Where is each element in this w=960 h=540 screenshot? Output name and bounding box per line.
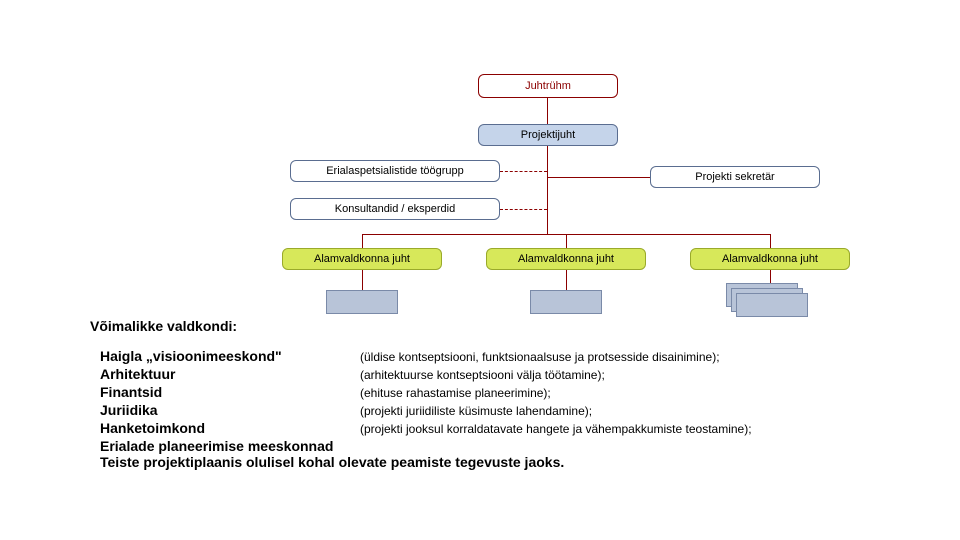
edge	[362, 270, 363, 290]
list-item: Hanketoimkond (projekti jooksul korralda…	[100, 420, 920, 436]
list-term: Hanketoimkond	[100, 420, 360, 436]
node-projekti-sekretar: Projekti sekretär	[650, 166, 820, 188]
child-box-stack	[736, 293, 808, 317]
node-juhtruhm: Juhtrühm	[478, 74, 618, 98]
edge	[566, 270, 567, 290]
edge	[548, 177, 650, 178]
edge	[547, 146, 548, 234]
list-desc: (projekti juriidiliste küsimuste lahenda…	[360, 404, 592, 418]
edge-dashed	[500, 209, 547, 210]
list-term: Arhitektuur	[100, 366, 360, 382]
list-term: Juriidika	[100, 402, 360, 418]
list-desc: (projekti jooksul korraldatavate hangete…	[360, 422, 752, 436]
domain-list: Haigla „visioonimeeskond" (üldise kontse…	[100, 348, 920, 470]
list-term: Finantsid	[100, 384, 360, 400]
node-alamvaldkonna-2: Alamvaldkonna juht	[486, 248, 646, 270]
list-full-line: Teiste projektiplaanis olulisel kohal ol…	[100, 454, 920, 470]
edge-dashed	[500, 171, 547, 172]
edge	[362, 234, 363, 248]
node-projektijuht: Projektijuht	[478, 124, 618, 146]
list-item: Finantsid (ehituse rahastamise planeerim…	[100, 384, 920, 400]
node-alamvaldkonna-3: Alamvaldkonna juht	[690, 248, 850, 270]
edge	[770, 234, 771, 248]
list-item: Arhitektuur (arhitektuurse kontseptsioon…	[100, 366, 920, 382]
section-title: Võimalikke valdkondi:	[90, 318, 237, 334]
edge	[566, 234, 567, 248]
list-term: Haigla „visioonimeeskond"	[100, 348, 360, 364]
list-desc: (ehituse rahastamise planeerimine);	[360, 386, 551, 400]
child-box	[530, 290, 602, 314]
list-item: Juriidika (projekti juriidiliste küsimus…	[100, 402, 920, 418]
edge	[547, 98, 548, 124]
node-erialaspetsialistide: Erialaspetsialistide töögrupp	[290, 160, 500, 182]
node-konsultandid: Konsultandid / eksperdid	[290, 198, 500, 220]
child-box	[326, 290, 398, 314]
list-full-line: Erialade planeerimise meeskonnad	[100, 438, 920, 454]
node-alamvaldkonna-1: Alamvaldkonna juht	[282, 248, 442, 270]
list-desc: (üldise kontseptsiooni, funktsionaalsuse…	[360, 350, 720, 364]
list-item: Haigla „visioonimeeskond" (üldise kontse…	[100, 348, 920, 364]
list-desc: (arhitektuurse kontseptsiooni välja tööt…	[360, 368, 605, 382]
